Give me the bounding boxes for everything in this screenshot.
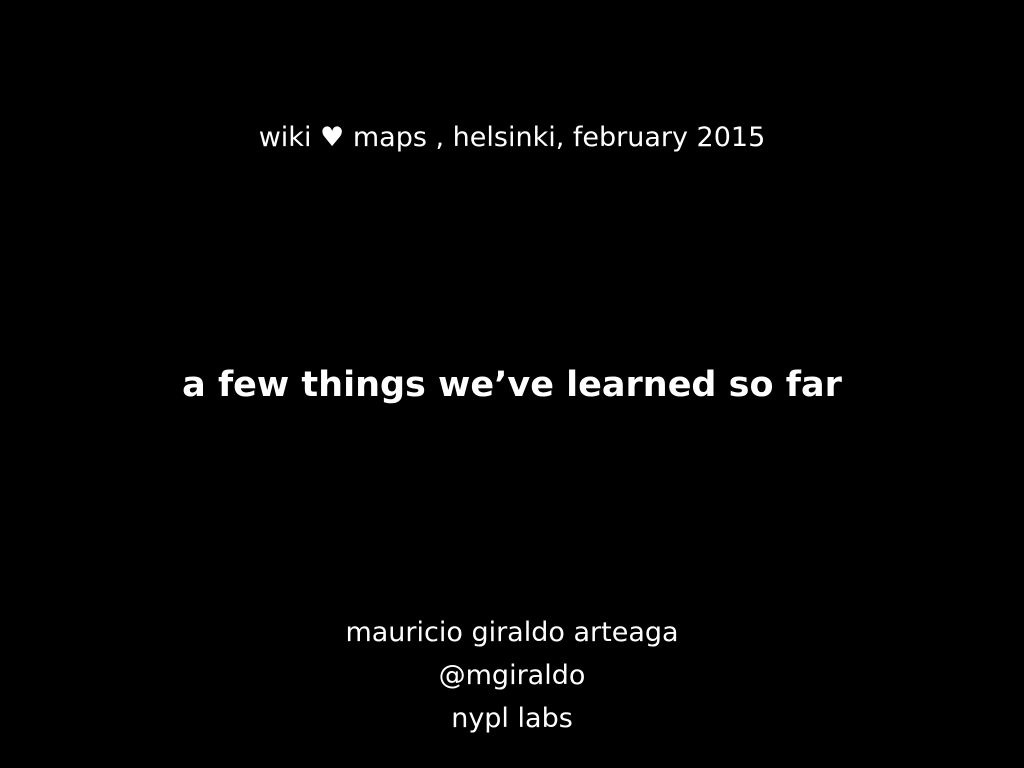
author-organization: nypl labs xyxy=(451,703,573,734)
author-block: mauricio giraldo arteaga @mgiraldo nypl … xyxy=(0,611,1024,740)
author-name: mauricio giraldo arteaga xyxy=(345,617,679,648)
author-handle: @mgiraldo xyxy=(438,660,586,691)
heart-icon: ♥ xyxy=(320,122,345,153)
event-details: maps , helsinki, february 2015 xyxy=(352,122,766,153)
slide-title: a few things we’ve learned so far xyxy=(182,365,842,405)
event-line: wiki ♥ maps , helsinki, february 2015 xyxy=(0,118,1024,158)
event-prefix: wiki xyxy=(258,122,312,153)
